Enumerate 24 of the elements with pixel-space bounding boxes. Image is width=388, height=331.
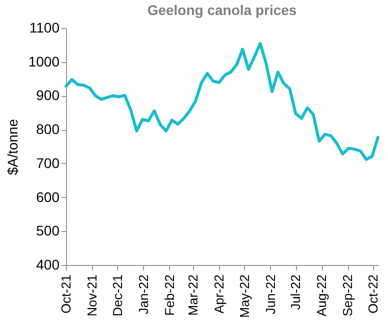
y-tick-label: 600 [36, 188, 60, 205]
x-tick-label: Apr-22 [212, 274, 227, 314]
x-tick-label: Mar-22 [185, 274, 200, 316]
x-tick-label: Feb-22 [162, 274, 177, 316]
line-series [64, 42, 380, 161]
x-tick-label: Jan-22 [136, 274, 151, 314]
y-tick-label: 700 [36, 154, 60, 171]
x-tick-label: Nov-21 [84, 274, 100, 316]
x-tick-label: Jul-22 [288, 274, 304, 310]
x-tick-label: Sep-22 [340, 274, 356, 316]
y-tick-label: 900 [36, 87, 60, 104]
x-tick-label: Oct-22 [365, 274, 380, 314]
y-tick-label: 400 [36, 256, 60, 272]
y-axis-title: $A/tonne [4, 118, 20, 176]
x-tick-label: May-22 [236, 274, 252, 318]
y-tick-label: 500 [36, 222, 60, 239]
y-tick-label: 1100 [29, 20, 60, 36]
y-tick-label: 1000 [28, 53, 60, 70]
x-tick-label: Jun-22 [262, 274, 278, 314]
y-tick-label: 800 [36, 121, 60, 138]
chart-title: Geelong canola prices [147, 2, 297, 18]
x-tick-label: Dec-21 [110, 274, 125, 316]
x-tick-label: Aug-22 [314, 274, 330, 316]
x-tick-label: Oct-21 [58, 274, 74, 314]
